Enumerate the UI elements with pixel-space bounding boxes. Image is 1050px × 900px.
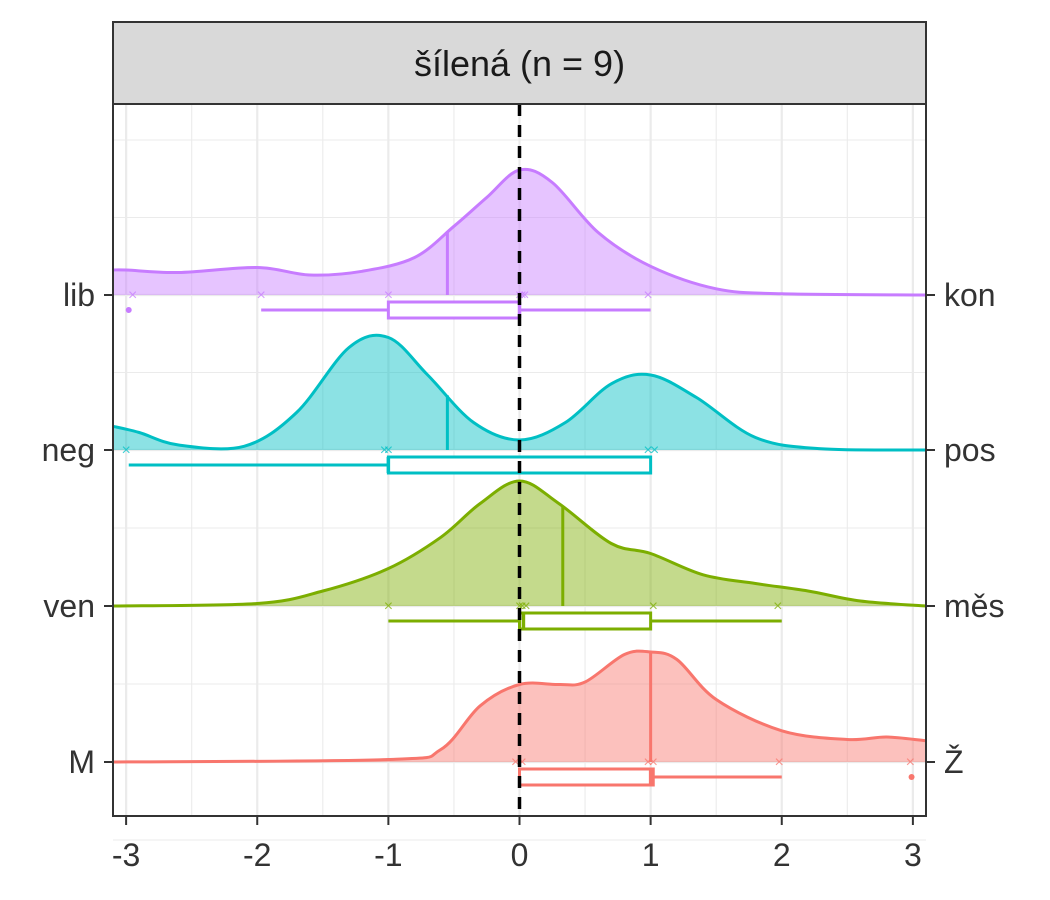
observation-mark: × bbox=[643, 754, 652, 771]
observation-mark: × bbox=[643, 442, 652, 459]
observation-mark: × bbox=[650, 442, 659, 459]
density-line bbox=[112, 167, 927, 297]
outlier-point bbox=[125, 307, 132, 313]
observation-mark: × bbox=[517, 287, 526, 304]
outlier-point bbox=[908, 774, 915, 780]
observation-mark: × bbox=[384, 442, 393, 459]
axes: -3 -2 -1 0 1 2 3 lib kon neg pos ven měs M Ž bbox=[42, 277, 1005, 873]
density-area bbox=[113, 481, 926, 606]
y-tick-label-right: Ž bbox=[944, 744, 964, 780]
density-line bbox=[112, 333, 927, 452]
x-tick-label: 1 bbox=[642, 837, 660, 873]
density-area bbox=[113, 335, 926, 451]
facet-strip: šílená (n = 9) bbox=[112, 21, 927, 105]
observation-mark: × bbox=[515, 598, 524, 615]
y-tick-label-right: měs bbox=[944, 588, 1004, 624]
y-tick-label-left: neg bbox=[42, 432, 95, 468]
x-tick-label: 2 bbox=[773, 837, 791, 873]
observation-mark: × bbox=[384, 287, 393, 304]
facet-title: šílená (n = 9) bbox=[414, 43, 625, 84]
observation-mark: × bbox=[643, 287, 652, 304]
box-iqr bbox=[518, 611, 653, 631]
observation-mark: × bbox=[773, 598, 782, 615]
observation-mark: × bbox=[906, 754, 915, 771]
observation-mark: × bbox=[511, 754, 520, 771]
density-area bbox=[113, 651, 926, 762]
x-tick-label: 0 bbox=[511, 837, 529, 873]
ridge-M-Z: ×× ×× × × bbox=[112, 649, 927, 787]
observation-mark: × bbox=[121, 442, 130, 459]
y-tick-label-left: M bbox=[68, 744, 95, 780]
observation-mark: × bbox=[517, 754, 526, 771]
x-tick-label: 3 bbox=[904, 837, 922, 873]
facet-strip-background bbox=[112, 21, 927, 105]
box-iqr bbox=[386, 300, 521, 320]
observation-mark: × bbox=[257, 287, 266, 304]
observation-mark: × bbox=[649, 754, 658, 771]
observation-mark: × bbox=[521, 598, 530, 615]
x-tick-label: -3 bbox=[112, 837, 140, 873]
observation-mark: × bbox=[517, 598, 526, 615]
observation-mark: × bbox=[380, 442, 389, 459]
density-line bbox=[112, 649, 927, 764]
y-tick-label-right: pos bbox=[944, 432, 996, 468]
observation-mark: × bbox=[384, 598, 393, 615]
ridge-ven-mes: × ××× × × bbox=[112, 479, 927, 631]
density-line bbox=[112, 479, 927, 608]
x-tick-label: -1 bbox=[374, 837, 402, 873]
x-tick-label: -2 bbox=[243, 837, 271, 873]
y-tick-label-left: ven bbox=[43, 588, 95, 624]
observation-mark: × bbox=[774, 754, 783, 771]
observation-mark: × bbox=[128, 287, 137, 304]
observation-mark: × bbox=[520, 287, 529, 304]
y-tick-label-left: lib bbox=[63, 277, 95, 313]
observation-mark: × bbox=[649, 598, 658, 615]
box-iqr bbox=[518, 767, 655, 787]
y-tick-label-right: kon bbox=[944, 277, 996, 313]
